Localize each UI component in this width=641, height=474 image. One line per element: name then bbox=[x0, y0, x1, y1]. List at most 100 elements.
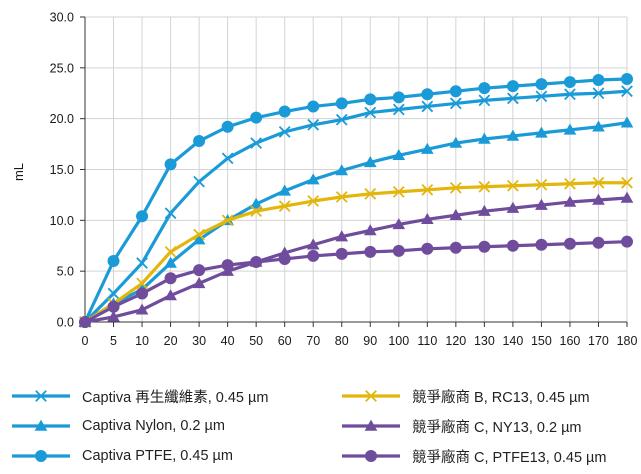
series-6 bbox=[79, 235, 633, 328]
series-2 bbox=[78, 116, 634, 327]
data-point bbox=[592, 193, 605, 205]
x-tick-label: 40 bbox=[221, 334, 235, 348]
data-point bbox=[335, 247, 348, 260]
legend-label: 競爭廠商 B, RC13, 0.45 µm bbox=[412, 389, 590, 406]
data-point bbox=[563, 195, 577, 207]
data-point bbox=[421, 183, 434, 196]
data-point bbox=[307, 195, 320, 207]
series-line bbox=[84, 121, 628, 324]
data-point bbox=[307, 100, 320, 113]
line-chart: 0.0 5.0 10.0 15.0 20.0 25.0 30.0 0 5 10 20 30 40 50 60… bbox=[50, 11, 638, 349]
data-point bbox=[620, 191, 634, 203]
data-point bbox=[164, 245, 177, 258]
legend-label: Captiva 再生纖維素, 0.45 µm bbox=[82, 389, 269, 406]
data-point bbox=[449, 208, 463, 220]
data-point bbox=[107, 300, 120, 313]
data-point bbox=[306, 173, 320, 185]
data-point bbox=[621, 176, 633, 189]
data-point bbox=[335, 97, 348, 110]
data-point bbox=[307, 249, 320, 262]
data-point bbox=[592, 74, 605, 87]
x-tick-label: 50 bbox=[249, 334, 263, 348]
data-point bbox=[592, 176, 605, 189]
x-tick-label: 100 bbox=[388, 334, 409, 348]
data-point bbox=[478, 82, 491, 95]
data-point bbox=[563, 123, 577, 135]
x-tick-label: 140 bbox=[502, 334, 523, 348]
data-point bbox=[449, 97, 462, 110]
y-tick-label: 10.0 bbox=[50, 214, 74, 228]
data-point bbox=[421, 100, 434, 113]
legend-item: 競爭廠商 C, NY13, 0.2 µm bbox=[340, 414, 582, 438]
data-point bbox=[507, 179, 519, 192]
legend: Captiva 再生纖維素, 0.45 µm Captiva Nylon, 0.2… bbox=[0, 384, 641, 474]
data-point bbox=[364, 93, 377, 106]
data-point bbox=[363, 156, 377, 168]
data-point bbox=[250, 256, 263, 269]
data-point bbox=[421, 88, 434, 101]
legend-label: Captiva PTFE, 0.45 µm bbox=[82, 448, 233, 464]
data-point bbox=[507, 92, 519, 105]
x-tick-label: 80 bbox=[335, 334, 349, 348]
data-point bbox=[449, 85, 462, 98]
data-point bbox=[278, 252, 291, 265]
data-point bbox=[364, 419, 378, 431]
data-point bbox=[250, 137, 263, 149]
x-tick-label: 110 bbox=[417, 334, 437, 348]
chart-area: 0.0 5.0 10.0 15.0 20.0 25.0 30.0 0 5 10 20 30 40 50 60… bbox=[11, 11, 638, 349]
data-point bbox=[563, 237, 576, 250]
data-point bbox=[620, 116, 634, 128]
x-tick-label: 150 bbox=[531, 334, 552, 348]
data-point bbox=[592, 120, 605, 132]
y-tick-label: 20.0 bbox=[50, 112, 74, 126]
x-tick-label: 90 bbox=[363, 334, 377, 348]
data-point bbox=[506, 239, 519, 252]
data-point bbox=[221, 259, 234, 272]
data-point bbox=[335, 191, 348, 203]
data-point bbox=[164, 272, 177, 285]
data-point bbox=[364, 245, 377, 258]
data-point bbox=[136, 277, 148, 290]
data-point bbox=[420, 212, 434, 225]
legend-item: Captiva 再生纖維素, 0.45 µm bbox=[10, 384, 268, 408]
data-point bbox=[34, 419, 48, 431]
series-3 bbox=[79, 73, 633, 328]
legend-swatch bbox=[342, 390, 400, 402]
data-point bbox=[192, 233, 206, 245]
data-point bbox=[164, 207, 177, 220]
x-tick-label: 5 bbox=[110, 334, 117, 348]
data-point bbox=[250, 111, 263, 124]
data-point bbox=[164, 289, 177, 301]
x-tick-label: 160 bbox=[560, 334, 581, 348]
data-point bbox=[563, 76, 576, 89]
data-point bbox=[478, 180, 491, 193]
x-tick-label: 0 bbox=[82, 334, 89, 348]
y-tick-label: 0.0 bbox=[57, 316, 74, 330]
data-point bbox=[506, 201, 520, 213]
data-point bbox=[278, 184, 292, 196]
data-point bbox=[79, 316, 91, 328]
data-point bbox=[365, 450, 377, 462]
series-1 bbox=[79, 85, 633, 328]
data-point bbox=[250, 205, 263, 218]
data-point bbox=[193, 135, 206, 148]
data-point bbox=[278, 105, 291, 118]
legend-swatch bbox=[12, 390, 70, 402]
legend-swatch bbox=[12, 419, 70, 431]
data-point bbox=[364, 188, 377, 200]
data-point bbox=[221, 120, 234, 133]
data-point bbox=[221, 214, 234, 227]
data-point bbox=[193, 175, 205, 188]
legend-item: Captiva PTFE, 0.45 µm bbox=[10, 444, 233, 468]
x-tick-label: 120 bbox=[445, 334, 466, 348]
y-tick-label: 30.0 bbox=[50, 11, 74, 25]
data-point bbox=[221, 152, 234, 165]
data-point bbox=[392, 91, 405, 104]
legend-swatch bbox=[342, 419, 400, 431]
data-point bbox=[421, 242, 434, 255]
x-tick-label: 170 bbox=[588, 334, 609, 348]
data-point bbox=[363, 224, 377, 236]
data-point bbox=[535, 198, 548, 210]
data-point bbox=[392, 148, 406, 161]
data-point bbox=[506, 80, 519, 93]
